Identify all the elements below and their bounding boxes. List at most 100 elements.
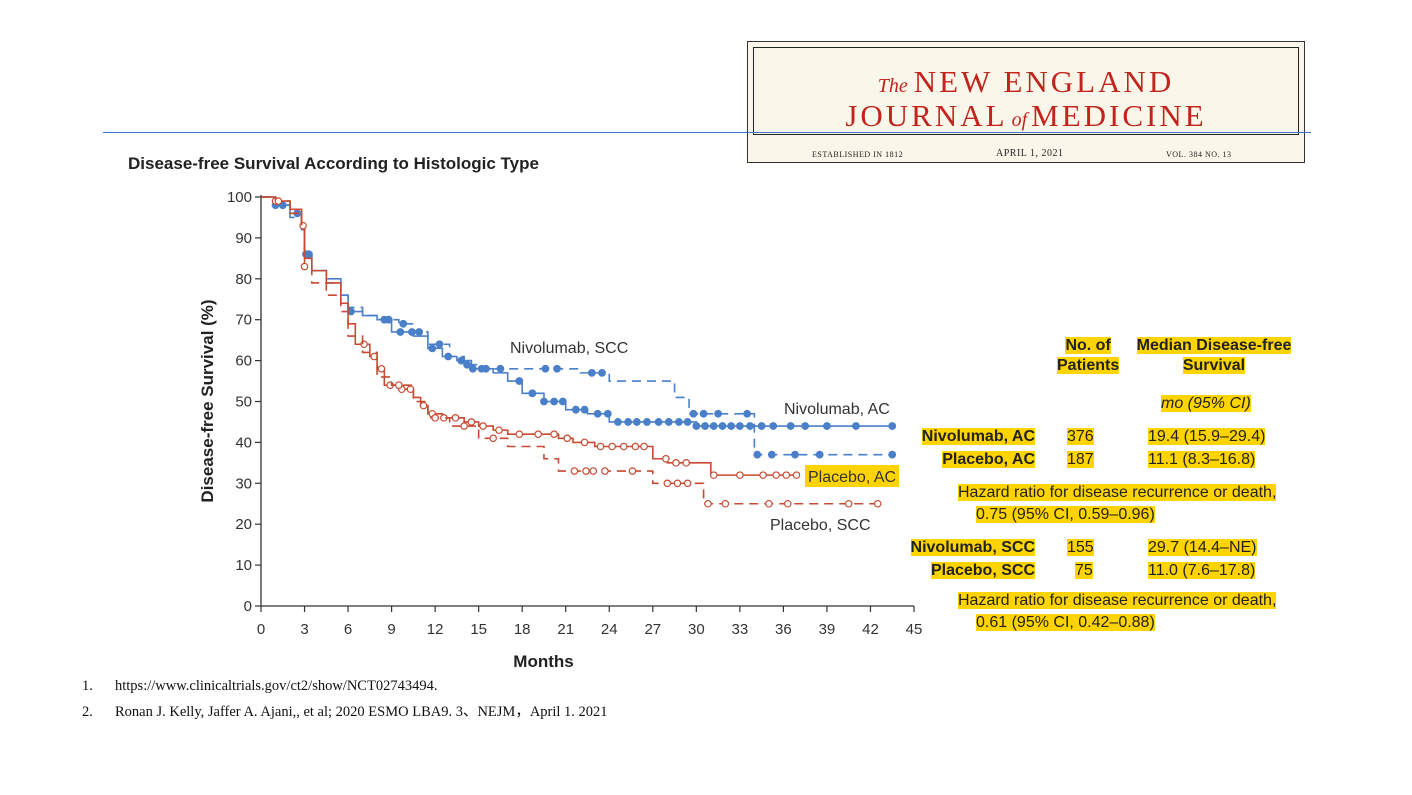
x-tick-label: 30: [688, 621, 705, 638]
censor-mark: [772, 471, 780, 479]
censor-mark: [757, 422, 766, 430]
censor-mark: [714, 409, 722, 418]
censor-mark: [300, 262, 309, 271]
row-n-3: 75: [1075, 562, 1093, 579]
censor-mark: [593, 409, 602, 418]
y-tick-label: 100: [227, 189, 252, 206]
censor-mark: [736, 471, 744, 479]
header-median: Median Disease-free Survival: [1131, 337, 1297, 375]
x-tick-label: 18: [514, 621, 531, 638]
censor-mark: [495, 426, 503, 434]
censor-mark: [435, 340, 444, 349]
censor-mark: [428, 344, 437, 353]
censor-mark: [786, 422, 795, 430]
censor-mark: [415, 328, 424, 336]
censor-mark: [815, 450, 824, 459]
x-tick-label: 45: [906, 621, 923, 638]
censor-mark: [558, 397, 567, 406]
series-line-1: [261, 196, 893, 456]
y-tick-label: 90: [235, 230, 252, 247]
censor-mark: [563, 434, 571, 443]
censor-mark: [396, 328, 405, 336]
masthead-volume: VOL. 384 NO. 13: [1166, 150, 1232, 159]
censor-mark: [550, 430, 558, 439]
hr-value-scc: 0.61 (95% CI, 0.42–0.88): [976, 614, 1155, 631]
row-group-0: Nivolumab, AC: [921, 428, 1035, 445]
censor-mark: [709, 471, 718, 479]
header-patients: No. of Patients: [1057, 337, 1120, 375]
censor-mark: [662, 454, 670, 463]
censor-mark: [654, 418, 663, 426]
x-axis-label: Months: [513, 652, 573, 671]
masthead-of: of: [1011, 109, 1028, 131]
masthead-line-1: The NEW ENGLAND: [754, 64, 1298, 100]
censor-mark: [628, 467, 637, 475]
y-tick-label: 80: [235, 271, 252, 288]
reference-item: 1. https://www.clinicaltrials.gov/ct2/sho…: [82, 678, 608, 700]
censor-mark: [534, 430, 542, 439]
censor-mark: [589, 467, 598, 475]
censor-mark: [888, 422, 897, 430]
censor-mark: [571, 405, 580, 414]
censor-mark: [515, 430, 524, 439]
chart-title: Disease-free Survival According to Histo…: [128, 154, 539, 173]
censor-mark: [672, 459, 680, 467]
masthead-date: APRIL 1, 2021: [996, 148, 1064, 159]
y-tick-label: 20: [235, 516, 252, 533]
header-patients-line-2: Patients: [1057, 357, 1120, 374]
censor-mark: [675, 418, 683, 426]
censor-mark: [718, 422, 727, 430]
censor-mark: [767, 450, 776, 459]
x-tick-label: 0: [257, 621, 265, 638]
censor-mark: [406, 385, 415, 394]
row-median-3: 11.0 (7.6–17.8): [1148, 562, 1256, 579]
censor-mark: [704, 499, 712, 508]
journal-masthead: The NEW ENGLAND JOURNAL of MEDICINE ESTABLI…: [747, 41, 1305, 163]
censor-mark: [601, 467, 609, 475]
censor-mark: [673, 479, 682, 488]
censor-mark: [553, 364, 561, 373]
x-tick-label: 12: [427, 621, 444, 638]
x-tick-label: 9: [387, 621, 395, 638]
censor-mark: [603, 409, 612, 418]
censor-mark: [419, 401, 428, 410]
subheader-ci: mo (95% CI): [1161, 395, 1251, 412]
censor-mark: [614, 418, 622, 426]
y-tick-label: 60: [235, 353, 252, 370]
x-tick-label: 39: [819, 621, 836, 638]
censor-mark: [528, 389, 537, 398]
censor-mark: [801, 422, 810, 430]
hr-label-scc: Hazard ratio for disease recurrence or d…: [958, 592, 1277, 609]
masthead-frame: The NEW ENGLAND JOURNAL of MEDICINE: [753, 47, 1299, 135]
censor-mark: [587, 368, 596, 377]
censor-mark: [624, 418, 633, 426]
reference-number: 2.: [82, 704, 93, 720]
censor-mark: [608, 442, 616, 451]
y-tick-label: 30: [235, 475, 252, 492]
hr-value-ac: 0.75 (95% CI, 0.59–0.96): [976, 506, 1155, 523]
row-median-2: 29.7 (14.4–NE): [1148, 539, 1257, 556]
x-tick-label: 27: [644, 621, 661, 638]
annotation-nivolumab-ac: Nivolumab, AC: [784, 401, 890, 418]
header-median-line-1: Median Disease-free: [1136, 337, 1292, 354]
censor-mark: [451, 414, 460, 422]
censor-mark: [743, 409, 752, 418]
row-n-0: 376: [1067, 428, 1094, 445]
annotation-placebo-ac: Placebo, AC: [808, 469, 896, 486]
censor-mark: [701, 422, 709, 430]
x-tick-label: 15: [470, 621, 487, 638]
x-tick-label: 33: [732, 621, 749, 638]
masthead-the: The: [877, 75, 908, 97]
masthead-medicine: MEDICINE: [1031, 98, 1207, 133]
reference-item: 2. Ronan J. Kelly, Jaffer A. Ajani,, et a…: [82, 700, 608, 722]
row-group-1: Placebo, AC: [942, 451, 1035, 468]
censor-mark: [888, 450, 897, 459]
header-median-line-2: Survival: [1182, 357, 1246, 374]
x-tick-label: 42: [862, 621, 879, 638]
censor-mark: [399, 319, 408, 328]
censor-mark: [377, 364, 386, 373]
censor-mark: [540, 397, 548, 406]
censor-mark: [692, 422, 701, 430]
row-n-2: 155: [1067, 539, 1094, 556]
masthead-established: ESTABLISHED IN 1812: [812, 150, 904, 159]
